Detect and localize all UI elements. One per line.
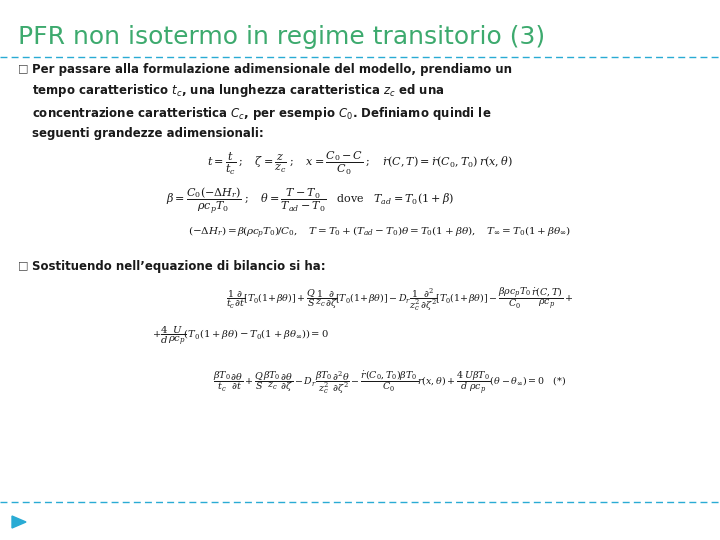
Text: $t = \dfrac{t}{t_c}\;;\quad \zeta = \dfrac{z}{z_c}\;;\quad x = \dfrac{C_0 - C}{C: $t = \dfrac{t}{t_c}\;;\quad \zeta = \dfr… (207, 150, 513, 177)
Text: $+ \dfrac{4}{d}\dfrac{U}{\rho c_p}\!\left(T_0(1+\beta\theta) - T_0(1+\beta\theta: $+ \dfrac{4}{d}\dfrac{U}{\rho c_p}\!\lef… (152, 325, 328, 348)
Text: □: □ (18, 63, 29, 73)
Polygon shape (12, 516, 26, 528)
Text: $\dfrac{1}{t_c}\dfrac{\partial}{\partial t}\!\left[T_0(1\!+\!\beta\theta)\right]: $\dfrac{1}{t_c}\dfrac{\partial}{\partial… (226, 285, 574, 313)
Text: $\beta = \dfrac{C_0(-\Delta H_r)}{\rho c_p T_0}\;;\quad \theta = \dfrac{T - T_0}: $\beta = \dfrac{C_0(-\Delta H_r)}{\rho c… (166, 185, 454, 216)
Text: Sostituendo nell’equazione di bilancio si ha:: Sostituendo nell’equazione di bilancio s… (32, 260, 325, 273)
Text: □: □ (18, 260, 29, 270)
Text: $\dfrac{\beta T_0}{t_c}\dfrac{\partial\theta}{\partial t} + \dfrac{Q}{S}\dfrac{\: $\dfrac{\beta T_0}{t_c}\dfrac{\partial\t… (213, 368, 567, 396)
Text: Per passare alla formulazione adimensionale del modello, prendiamo un
tempo cara: Per passare alla formulazione adimension… (32, 63, 512, 140)
Text: $(-\Delta H_r) = \beta\!\left(\rho c_p T_0\right)\!/C_0,\quad T = T_0 + (T_{ad}-: $(-\Delta H_r) = \beta\!\left(\rho c_p T… (189, 225, 572, 241)
Text: PFR non isotermo in regime transitorio (3): PFR non isotermo in regime transitorio (… (18, 25, 545, 49)
